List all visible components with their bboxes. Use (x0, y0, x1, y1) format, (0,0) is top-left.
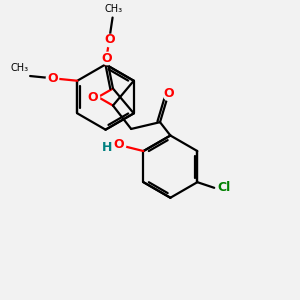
Text: O: O (88, 91, 98, 103)
Text: CH₃: CH₃ (105, 4, 123, 14)
Text: Cl: Cl (217, 181, 230, 194)
Text: CH₃: CH₃ (11, 63, 29, 73)
Text: O: O (163, 87, 174, 100)
Text: O: O (101, 52, 112, 64)
Text: H: H (102, 141, 112, 154)
Text: O: O (114, 139, 124, 152)
Text: O: O (47, 72, 58, 85)
Text: O: O (104, 33, 115, 46)
